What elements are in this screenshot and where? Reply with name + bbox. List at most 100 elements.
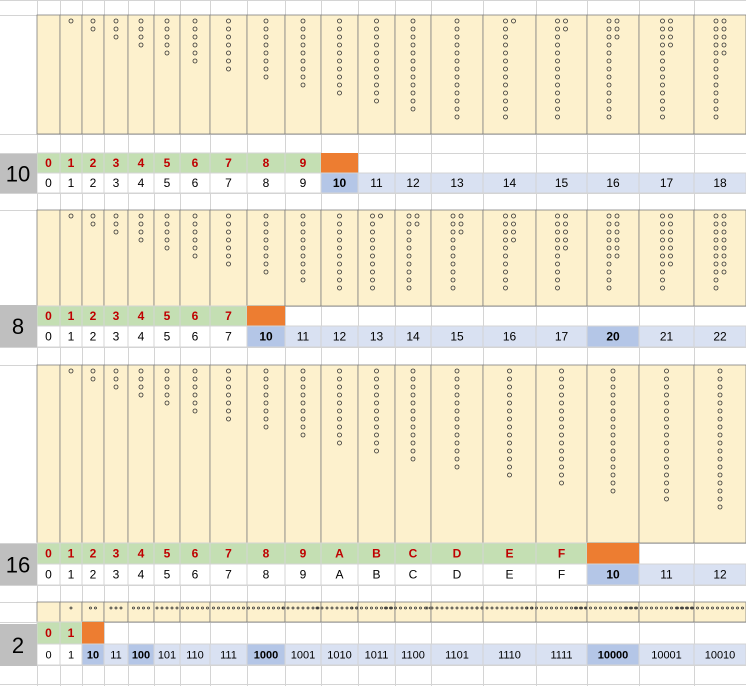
dot [726,606,729,610]
dot [263,26,269,32]
count-label: 1111 [550,650,572,662]
dot [458,213,464,219]
dot [138,42,144,48]
dot [503,285,508,291]
dot [147,606,150,610]
digit-label: 5 [164,309,171,323]
dot [337,26,342,32]
dot [337,400,342,406]
dot [109,606,113,610]
dot [606,114,612,120]
dot [614,253,620,259]
dot [337,18,342,24]
dot [664,496,669,502]
dot [138,213,144,219]
dot-cell [36,209,61,307]
dot [410,368,416,374]
dot [690,606,693,610]
count-cell [693,172,746,194]
dot [685,606,688,610]
dot [94,606,97,610]
dot [507,416,512,422]
dot [686,606,689,610]
dot [263,42,269,48]
dot [454,432,460,438]
dot-cell [535,14,588,135]
dot [713,34,719,40]
dot [660,114,665,120]
dot [192,18,198,24]
dot [350,606,353,610]
dot [680,606,683,610]
count-label: 0 [45,176,52,190]
dot [138,237,144,243]
dot [664,400,669,406]
dot [337,261,342,267]
dot [337,66,342,72]
dot [507,400,512,406]
dot-cell [81,14,105,135]
dot [175,606,179,610]
dot [374,90,379,96]
count-label: 2 [90,330,97,344]
dot-cell [482,209,537,307]
dot [360,606,363,610]
dot [380,606,383,610]
dot [660,229,665,235]
count-label: 12 [333,330,347,344]
dot-cell [693,209,746,307]
dot-cell [209,601,248,623]
count-label: 10000 [598,650,629,662]
dot [374,432,379,438]
count-label: 4 [138,568,145,582]
dot [337,221,342,227]
dot [263,245,269,251]
dot [660,606,663,610]
dot [263,221,269,227]
dot-cell [36,364,61,544]
count-label: 13 [370,330,384,344]
dot [713,106,719,112]
dot [370,285,375,291]
dot [606,74,612,80]
dot [192,237,198,243]
dot [155,606,159,610]
dot [113,18,119,24]
dot [664,384,669,390]
dot [119,606,123,610]
dot [741,606,744,610]
dot [717,408,723,414]
count-label: 11 [370,176,383,190]
dot-cell [320,364,359,544]
dot [300,82,306,88]
dot [196,606,199,610]
dot [668,26,673,32]
dot [575,606,578,610]
dot [337,376,342,382]
dot [337,50,342,56]
dot [406,213,412,219]
dot [594,606,597,610]
count-label: 13 [450,176,464,190]
dot [410,440,416,446]
dot [660,50,665,56]
dot [263,50,269,56]
digit-label: 2 [90,547,97,561]
dot [535,606,538,610]
dot [337,285,342,291]
dot [507,432,512,438]
dot [619,606,622,610]
dot-cell [535,209,588,307]
dot-cell [430,601,484,623]
digit-label: 1 [68,309,75,323]
count-label: E [505,568,513,582]
digit-label: 1 [68,156,75,170]
dot [263,253,269,259]
dot [430,606,434,610]
dot [614,18,620,24]
dot-cell [153,601,181,623]
dot [263,261,269,267]
dot [691,606,694,610]
dot-cell [638,601,695,623]
dot [664,448,669,454]
